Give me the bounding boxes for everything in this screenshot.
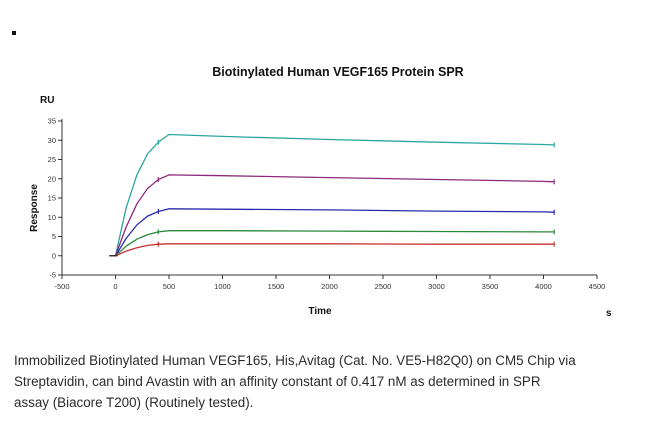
- x-unit-label: s: [606, 308, 612, 319]
- series-line-3: [110, 208, 555, 257]
- x-tick-label: 2000: [321, 282, 338, 291]
- chart-title: Biotinylated Human VEGF165 Protein SPR: [212, 65, 463, 79]
- spr-chart: Biotinylated Human VEGF165 Protein SPR R…: [29, 65, 612, 319]
- caption-line-1: Immobilized Biotinylated Human VEGF165, …: [14, 353, 576, 368]
- caption-line-3: assay (Biacore T200) (Routinely tested).: [14, 395, 254, 410]
- y-tick-label: 20: [48, 174, 56, 183]
- x-tick-label: 500: [163, 282, 176, 291]
- x-tick-label: 1500: [268, 282, 285, 291]
- x-tick-label: -500: [54, 282, 69, 291]
- y-axis-title: Response: [29, 184, 40, 232]
- x-tick-label: 4000: [535, 282, 552, 291]
- series-line-5: [110, 243, 555, 257]
- x-tick-label: 0: [113, 282, 117, 291]
- y-tick-label: 10: [48, 213, 56, 222]
- x-tick-label: 1000: [214, 282, 231, 291]
- y-tick-label: 30: [48, 136, 56, 145]
- y-tick-label: 5: [52, 232, 56, 241]
- x-tick-label: 3500: [482, 282, 499, 291]
- x-tick-label: 2500: [375, 282, 392, 291]
- y-tick-label: -5: [49, 271, 56, 280]
- figure-caption: Immobilized Biotinylated Human VEGF165, …: [14, 350, 639, 413]
- bullet-mark: [12, 31, 16, 35]
- y-unit-label: RU: [40, 95, 54, 106]
- series-line-4: [110, 230, 555, 257]
- x-tick-label: 4500: [589, 282, 606, 291]
- x-tick-label: 3000: [428, 282, 445, 291]
- x-axis-title: Time: [308, 306, 332, 317]
- axes-group: -5 0 5 10 15 20 25 30 35 -500 0 500 1000 1500 2000 2500…: [48, 117, 606, 292]
- y-tick-label: 35: [48, 117, 56, 126]
- series-line-2: [110, 174, 555, 257]
- caption-line-2: Streptavidin, can bind Avastin with an a…: [14, 374, 541, 389]
- y-tick-label: 25: [48, 155, 56, 164]
- plot-area: [109, 133, 555, 257]
- y-tick-label: 15: [48, 194, 56, 203]
- series-line-1: [110, 133, 555, 257]
- y-tick-label: 0: [52, 251, 56, 260]
